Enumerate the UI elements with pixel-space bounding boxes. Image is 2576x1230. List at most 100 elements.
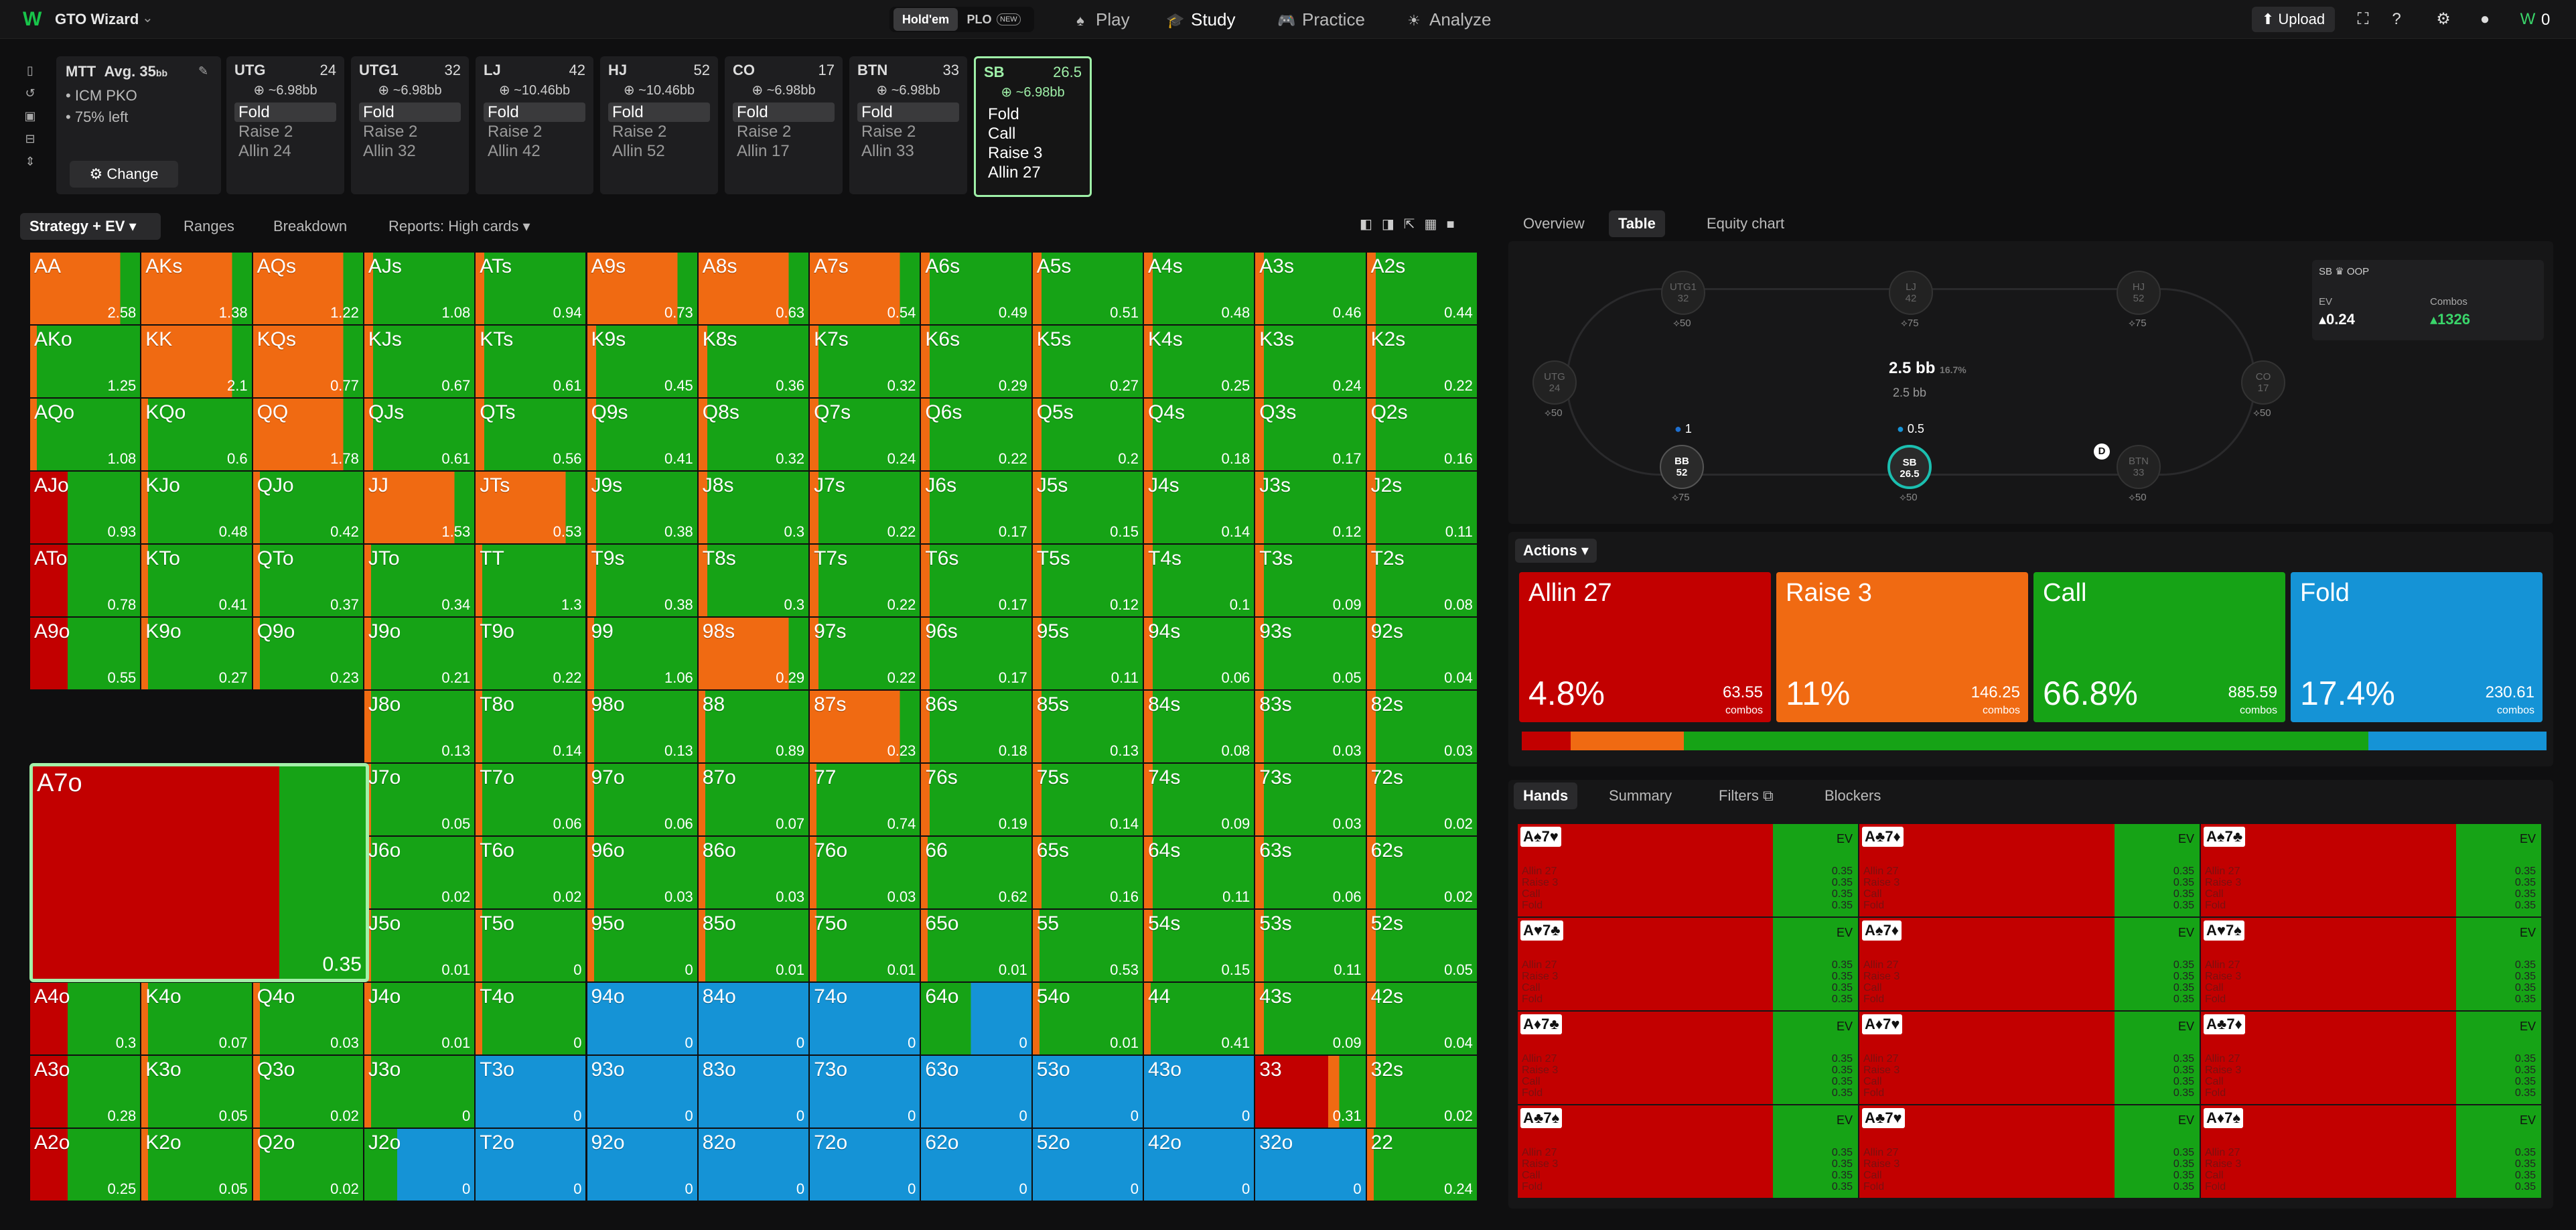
- hand-cell-96o[interactable]: 96o 0.03: [586, 836, 698, 909]
- hand-combo-cell[interactable]: A♠7♣ EV Allin 27 Raise 3 Call Fold 0.35 0.35 0.3…: [2201, 824, 2541, 916]
- position-action[interactable]: Allin 32: [363, 142, 416, 160]
- hand-cell-jto[interactable]: JTo 0.34: [363, 544, 476, 617]
- hand-cell-j7o[interactable]: J7o 0.05: [363, 763, 476, 836]
- hand-cell-53s[interactable]: 53s 0.11: [1255, 909, 1366, 982]
- hand-cell-a3o[interactable]: A3o 0.28: [29, 1055, 141, 1128]
- hand-cell-t5o[interactable]: T5o 0: [475, 909, 587, 982]
- hand-cell-t4o[interactable]: T4o 0: [475, 982, 587, 1055]
- hand-cell-94s[interactable]: 94s 0.06: [1143, 617, 1255, 690]
- hand-cell-q3s[interactable]: Q3s 0.17: [1255, 398, 1366, 471]
- hand-cell-98o[interactable]: 98o 0.13: [586, 690, 698, 763]
- hand-cell-t2s[interactable]: T2s 0.08: [1366, 544, 1478, 617]
- hand-cell-kqs[interactable]: KQs 0.77: [252, 325, 364, 398]
- position-action[interactable]: Allin 52: [612, 142, 665, 160]
- hand-cell-kk[interactable]: KK 2.1: [141, 325, 253, 398]
- hand-cell-92s[interactable]: 92s 0.04: [1366, 617, 1478, 690]
- seat-utg[interactable]: UTG 24: [1532, 360, 1577, 405]
- tab-summary[interactable]: Summary: [1609, 787, 1672, 804]
- hand-cell-k5s[interactable]: K5s 0.27: [1031, 325, 1143, 398]
- hand-cell-65s[interactable]: 65s 0.16: [1031, 836, 1143, 909]
- hand-cell-97o[interactable]: 97o 0.06: [586, 763, 698, 836]
- seat-hj[interactable]: HJ 52: [2117, 271, 2161, 315]
- hand-cell-66[interactable]: 66 0.62: [920, 836, 1032, 909]
- hand-cell-76o[interactable]: 76o 0.03: [809, 836, 921, 909]
- hand-cell-j6s[interactable]: J6s 0.17: [920, 471, 1032, 544]
- position-action[interactable]: Raise 2: [238, 123, 293, 141]
- plo-mode-button[interactable]: PLO: [967, 13, 992, 26]
- hand-cell-q9o[interactable]: Q9o 0.23: [252, 617, 364, 690]
- tab-strategy-ev[interactable]: Strategy + EV ▾: [20, 213, 161, 240]
- hand-cell-42o[interactable]: 42o 0: [1143, 1128, 1255, 1201]
- hand-cell-a5s[interactable]: A5s 0.51: [1031, 252, 1143, 325]
- edit-icon[interactable]: ✎: [198, 64, 209, 78]
- hand-cell-k9s[interactable]: K9s 0.45: [586, 325, 698, 398]
- hand-cell-55[interactable]: 55 0.53: [1031, 909, 1143, 982]
- hand-combo-cell[interactable]: A♥7♣ EV Allin 27 Raise 3 Call Fold 0.35 0.35 0.3…: [1518, 918, 1858, 1010]
- hand-cell-a7s[interactable]: A7s 0.54: [809, 252, 921, 325]
- position-action[interactable]: Fold: [234, 102, 336, 122]
- hand-cell-t9s[interactable]: T9s 0.38: [586, 544, 698, 617]
- hand-cell-t6s[interactable]: T6s 0.17: [920, 544, 1032, 617]
- hand-cell-jj[interactable]: JJ 1.53: [363, 471, 476, 544]
- action-box-fold[interactable]: Fold 17.4% 230.61 combos: [2291, 572, 2543, 722]
- save-icon[interactable]: ▣: [24, 109, 36, 123]
- hand-cell-qq[interactable]: QQ 1.78: [252, 398, 364, 471]
- hand-cell-a4s[interactable]: A4s 0.48: [1143, 252, 1255, 325]
- hand-cell-53o[interactable]: 53o 0: [1031, 1055, 1143, 1128]
- seat-utg1[interactable]: UTG1 32: [1661, 271, 1705, 315]
- hand-cell-j2o[interactable]: J2o 0: [363, 1128, 476, 1201]
- change-button[interactable]: ⚙ Change: [70, 161, 178, 188]
- hand-cell-64o[interactable]: 64o 0: [920, 982, 1032, 1055]
- hand-cell-q9s[interactable]: Q9s 0.41: [586, 398, 698, 471]
- hand-cell-85o[interactable]: 85o 0.01: [697, 909, 810, 982]
- hand-cell-t9o[interactable]: T9o 0.22: [475, 617, 587, 690]
- hand-cell-j7s[interactable]: J7s 0.22: [809, 471, 921, 544]
- hand-cell-a9s[interactable]: A9s 0.73: [586, 252, 698, 325]
- hand-cell-a8s[interactable]: A8s 0.63: [697, 252, 810, 325]
- hand-cell-j3o[interactable]: J3o 0: [363, 1055, 476, 1128]
- hand-cell-t8o[interactable]: T8o 0.14: [475, 690, 587, 763]
- hand-cell-j9s[interactable]: J9s 0.38: [586, 471, 698, 544]
- seat-btn[interactable]: BTN 33: [2117, 445, 2161, 489]
- actions-dropdown[interactable]: Actions ▾: [1515, 539, 1597, 563]
- position-action[interactable]: Raise 2: [612, 123, 667, 141]
- hand-cell-77[interactable]: 77 0.74: [809, 763, 921, 836]
- tab-filters[interactable]: Filters ⧉: [1709, 782, 1783, 809]
- hand-cell-83o[interactable]: 83o 0: [697, 1055, 810, 1128]
- tab-ranges[interactable]: Ranges: [184, 218, 234, 234]
- hand-cell-k8s[interactable]: K8s 0.36: [697, 325, 810, 398]
- seat-sb[interactable]: SB 26.5: [1887, 445, 1932, 489]
- hand-cell-82s[interactable]: 82s 0.03: [1366, 690, 1478, 763]
- hand-cell-q5s[interactable]: Q5s 0.2: [1031, 398, 1143, 471]
- hand-cell-52o[interactable]: 52o 0: [1031, 1128, 1143, 1201]
- upload-button[interactable]: ⬆ Upload: [2252, 7, 2335, 32]
- hand-cell-t3o[interactable]: T3o 0: [475, 1055, 587, 1128]
- chevron-down-icon[interactable]: ⌄: [142, 11, 153, 25]
- tab-table[interactable]: Table: [1609, 210, 1665, 237]
- hand-cell-aa[interactable]: AA 2.58: [29, 252, 141, 325]
- hand-cell-kqo[interactable]: KQo 0.6: [141, 398, 253, 471]
- position-action[interactable]: Raise 2: [488, 123, 543, 141]
- hand-cell-q2o[interactable]: Q2o 0.02: [252, 1128, 364, 1201]
- hand-cell-t8s[interactable]: T8s 0.3: [697, 544, 810, 617]
- hand-combo-cell[interactable]: A♦7♥ EV Allin 27 Raise 3 Call Fold 0.35 0.35 0.3…: [1859, 1012, 2200, 1104]
- tab-blockers[interactable]: Blockers: [1824, 787, 1881, 804]
- hand-cell-t4s[interactable]: T4s 0.1: [1143, 544, 1255, 617]
- hand-cell-j8o[interactable]: J8o 0.13: [363, 690, 476, 763]
- hand-cell-44[interactable]: 44 0.41: [1143, 982, 1255, 1055]
- holdem-mode-button[interactable]: Hold'em: [893, 8, 958, 31]
- hand-cell-jts[interactable]: JTs 0.53: [475, 471, 587, 544]
- tab-hands[interactable]: Hands: [1514, 782, 1578, 809]
- action-box-call[interactable]: Call 66.8% 885.59 combos: [2033, 572, 2285, 722]
- hand-cell-72o[interactable]: 72o 0: [809, 1128, 921, 1201]
- tab-overview[interactable]: Overview: [1523, 215, 1585, 232]
- tab-reports[interactable]: Reports: High cards ▾: [379, 213, 540, 240]
- position-card-sb[interactable]: SB 26.5 ⊕ ~6.98bb Fold Call Raise 3 Allin 27: [974, 56, 1092, 197]
- hand-cell-ats[interactable]: ATs 0.94: [475, 252, 587, 325]
- hand-cell-k3o[interactable]: K3o 0.05: [141, 1055, 253, 1128]
- hand-cell-86s[interactable]: 86s 0.18: [920, 690, 1032, 763]
- hand-cell-63o[interactable]: 63o 0: [920, 1055, 1032, 1128]
- nav-study[interactable]: 🎓 Study: [1165, 7, 1235, 32]
- hand-cell-t2o[interactable]: T2o 0: [475, 1128, 587, 1201]
- hand-combo-cell[interactable]: A♣7♦ EV Allin 27 Raise 3 Call Fold 0.35 0.35 0.3…: [2201, 1012, 2541, 1104]
